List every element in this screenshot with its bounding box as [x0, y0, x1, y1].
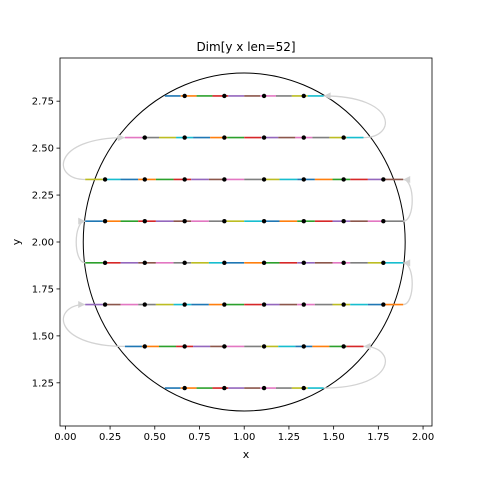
row-connector [62, 303, 125, 348]
x-tick-label: 1.50 [323, 432, 345, 443]
data-point [142, 218, 147, 224]
data-point [142, 302, 147, 307]
data-point [261, 260, 267, 266]
x-tick-label: 0.00 [54, 432, 76, 443]
data-point [261, 93, 267, 99]
data-point [341, 218, 346, 224]
y-tick-label: 1.75 [32, 284, 54, 295]
x-tick-label: 0.25 [99, 432, 121, 443]
connector-arrowhead [363, 342, 371, 350]
data-point [301, 218, 306, 224]
data-point [341, 177, 346, 182]
data-point [142, 344, 147, 349]
data-point [182, 385, 187, 391]
data-point [261, 344, 267, 349]
data-point [261, 177, 267, 182]
data-point [301, 302, 306, 307]
data-point [222, 177, 227, 182]
row-connector [323, 95, 386, 139]
data-point [182, 344, 187, 349]
data-point [301, 135, 306, 140]
data-point [222, 302, 227, 307]
chart-title: Dim[y x len=52] [196, 40, 295, 54]
data-point [381, 218, 386, 224]
x-tick-label: 1.25 [278, 432, 300, 443]
data-point [341, 344, 346, 349]
data-point [142, 177, 147, 182]
data-point [222, 218, 227, 224]
y-tick-label: 2.75 [32, 97, 54, 108]
y-axis: 1.25 1.50 1.75 2.00 2.25 2.50 2.75 [32, 97, 60, 389]
data-point [341, 260, 346, 266]
y-tick-label: 1.25 [32, 378, 54, 389]
data-point [261, 218, 267, 224]
data-point [301, 385, 306, 391]
data-point [301, 344, 306, 349]
data-point [301, 177, 306, 182]
data-point [102, 177, 108, 182]
data-point [142, 260, 147, 266]
y-tick-label: 1.50 [32, 331, 54, 342]
data-point [182, 260, 187, 266]
data-point [222, 344, 227, 349]
row-connector [323, 345, 386, 389]
data-point [182, 93, 187, 99]
y-tick-label: 2.25 [32, 191, 54, 202]
connector-arrowhead [403, 175, 411, 183]
data-point [102, 260, 108, 266]
data-point [381, 260, 386, 266]
x-tick-label: 0.75 [188, 432, 210, 443]
x-axis: 0.00 0.25 0.50 0.75 1.00 1.25 1.50 1.75 2.00 [54, 426, 434, 443]
data-point [301, 93, 306, 99]
data-point [222, 260, 227, 266]
x-axis-label: x [243, 448, 250, 461]
x-tick-label: 1.75 [367, 432, 389, 443]
data-point [381, 177, 386, 182]
connector-arrowhead [78, 301, 86, 309]
data-point [301, 260, 306, 266]
data-point [341, 135, 346, 140]
data-point [182, 302, 187, 307]
x-tick-label: 2.00 [412, 432, 434, 443]
data-point [381, 302, 386, 307]
connector-arrowhead [117, 134, 125, 142]
boundary-circle [82, 72, 406, 412]
data-point [182, 177, 187, 182]
connector-arrowhead [403, 259, 411, 267]
x-tick-label: 0.50 [144, 432, 166, 443]
data-point [222, 135, 227, 140]
data-point [261, 385, 267, 391]
y-axis-label: y [10, 238, 23, 245]
x-tick-label: 1.00 [233, 432, 255, 443]
data-point [341, 302, 346, 307]
data-point [102, 218, 108, 224]
data-point [261, 135, 267, 140]
data-point [142, 135, 147, 140]
y-tick-label: 2.00 [32, 238, 54, 249]
data-point [222, 385, 227, 391]
data-point [261, 302, 267, 307]
row-connector [62, 136, 125, 181]
connector-arrowhead [78, 217, 86, 225]
y-tick-label: 2.50 [32, 144, 54, 155]
data-point [182, 135, 187, 140]
data-point [182, 218, 187, 224]
data-point [222, 93, 227, 99]
plot-area [62, 72, 413, 412]
data-point [102, 302, 108, 307]
connector-arrowhead [323, 92, 331, 100]
